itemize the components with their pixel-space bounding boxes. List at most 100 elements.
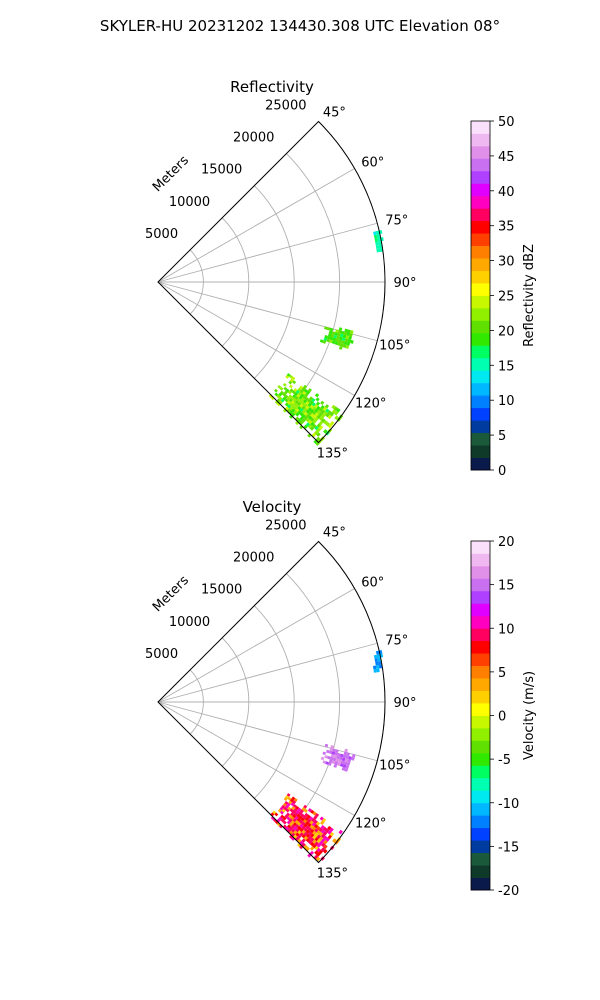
- echo-cell: [299, 809, 304, 814]
- echo-cell: [312, 419, 317, 424]
- echo-cell: [316, 405, 321, 411]
- echo-cell: [283, 390, 288, 395]
- echo-cell: [324, 404, 330, 409]
- echo-cell: [318, 836, 324, 841]
- echo-cell: [348, 336, 352, 340]
- colorbar-swatch: [471, 432, 490, 446]
- echo-cell: [332, 838, 337, 843]
- echo-mid-cell: [320, 743, 356, 772]
- echo-cell: [315, 821, 321, 826]
- azimuth-tick-label: 120°: [355, 397, 386, 412]
- echo-cell: [295, 809, 300, 814]
- echo-cell: [298, 395, 303, 400]
- echo-cell: [288, 402, 293, 407]
- echo-cell: [282, 802, 287, 807]
- colorbar-swatch: [471, 320, 490, 334]
- colorbar-swatch: [471, 233, 490, 247]
- colorbar-swatch: [471, 840, 490, 854]
- echo-cell: [286, 404, 291, 409]
- echo-cell: [310, 421, 315, 427]
- echo-cell: [295, 824, 300, 829]
- echo-cell: [284, 406, 290, 411]
- echo-cell: [294, 820, 299, 825]
- echo-cell: [313, 404, 319, 409]
- echo-cell: [329, 327, 334, 332]
- echo-cell: [305, 405, 310, 410]
- echo-south-cell: [270, 793, 343, 862]
- azimuth-grid-line: [157, 642, 378, 703]
- echo-cell: [344, 758, 349, 763]
- echo-cell: [344, 748, 348, 753]
- colorbar-swatch: [471, 332, 490, 346]
- echo-cell: [375, 650, 380, 655]
- echo-cell: [315, 856, 321, 862]
- echo-cell: [346, 332, 350, 337]
- echo-cell: [286, 400, 291, 405]
- echo-cell: [332, 757, 337, 762]
- echo-cell: [314, 813, 320, 818]
- colorbar-label: Reflectivity dBZ: [522, 244, 537, 347]
- echo-cell: [340, 340, 345, 345]
- azimuth-tick-label: 105°: [379, 338, 410, 353]
- echo-cell: [306, 814, 311, 819]
- echo-cell: [280, 814, 285, 819]
- echo-cell: [309, 426, 315, 431]
- echo-cell: [292, 394, 297, 399]
- echo-cell: [342, 764, 347, 768]
- echo-cell: [289, 388, 294, 393]
- echo-cell: [299, 407, 304, 413]
- echo-cell: [312, 811, 317, 816]
- echo-cell: [307, 831, 313, 836]
- colorbar-swatch: [471, 457, 490, 471]
- echo-cell: [292, 398, 297, 403]
- azimuth-tick-label: 105°: [379, 758, 410, 773]
- echo-cell: [303, 407, 308, 412]
- echo-cell: [310, 833, 315, 838]
- colorbar-label: Velocity (m/s): [522, 671, 537, 760]
- echo-cell: [291, 828, 296, 833]
- echo-cell: [342, 754, 347, 759]
- colorbar-swatch: [471, 615, 490, 629]
- echo-cell: [375, 230, 380, 235]
- echo-cell: [295, 389, 300, 394]
- echo-cell: [319, 816, 324, 821]
- colorbar-swatch: [471, 357, 490, 371]
- echo-cell: [339, 343, 344, 348]
- echo-cell: [307, 818, 312, 823]
- echo-cell: [337, 762, 341, 767]
- range-tick-label: 10000: [169, 195, 210, 210]
- echo-cell: [330, 745, 334, 749]
- echo-cell: [312, 835, 317, 840]
- echo-cell: [336, 335, 340, 340]
- echo-cell: [277, 808, 282, 813]
- echo-cell: [272, 810, 277, 815]
- echo-cell: [309, 820, 314, 825]
- colorbar-swatch: [471, 170, 490, 184]
- echo-cell: [284, 826, 290, 831]
- echo-cell: [278, 824, 283, 829]
- colorbar: 0 5 10 15 20 25 30 35 40 45 50 Reflectivity dBZ: [470, 115, 537, 479]
- echo-cell: [331, 751, 336, 755]
- echo-cell: [314, 412, 319, 418]
- echo-cell: [323, 840, 328, 845]
- echo-cell: [379, 248, 383, 253]
- echo-cell: [346, 342, 351, 346]
- echo-cell: [305, 422, 311, 427]
- echo-cell: [312, 843, 317, 849]
- echo-cell: [323, 831, 328, 836]
- echo-cell: [316, 825, 321, 831]
- echo-cell: [299, 827, 304, 833]
- echo-cell: [312, 423, 317, 429]
- echo-cell: [372, 665, 377, 670]
- echo-cell: [309, 846, 315, 851]
- echo-cell: [289, 798, 294, 803]
- echo-cell: [351, 756, 355, 761]
- range-tick-label: 25000: [265, 98, 306, 113]
- colorbar-swatch: [471, 445, 490, 458]
- echo-cell: [274, 392, 279, 397]
- colorbar-tick-label: 10: [498, 622, 515, 637]
- colorbar-swatch: [471, 703, 490, 716]
- echo-cell: [318, 411, 324, 417]
- echo-cell: [314, 430, 319, 435]
- panels: Reflectivity45°60°75°90°105°120°135°5000…: [145, 78, 537, 899]
